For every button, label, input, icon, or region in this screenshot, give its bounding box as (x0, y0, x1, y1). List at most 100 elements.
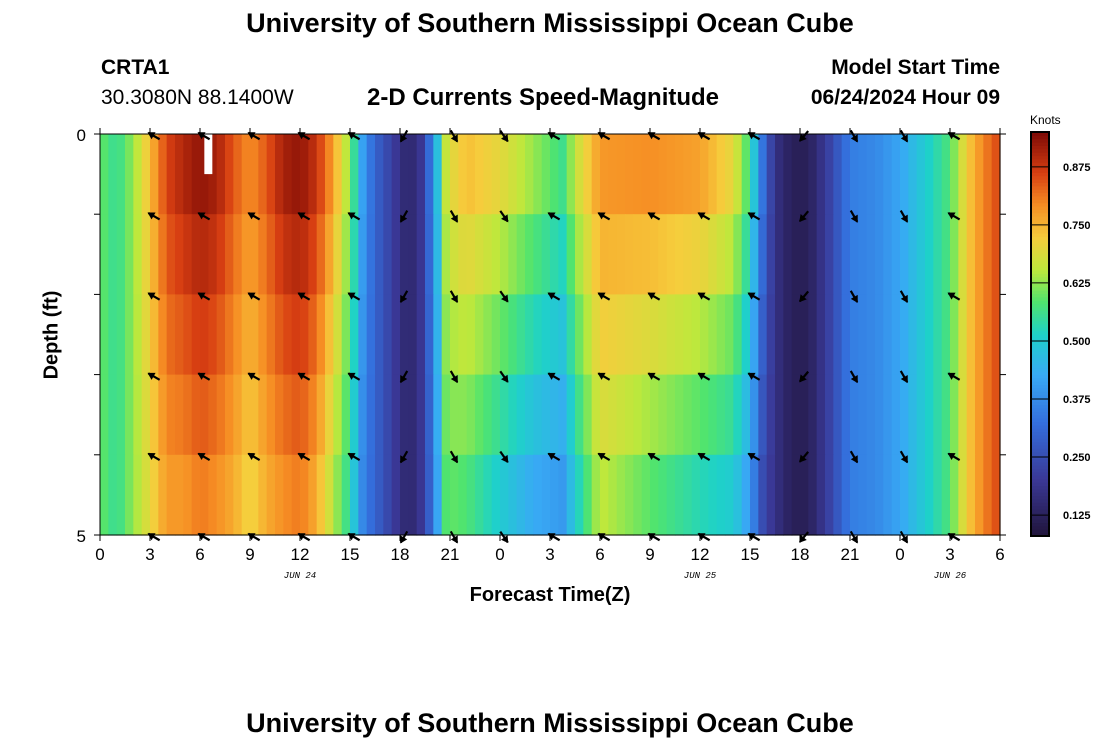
heatmap-cell (558, 214, 568, 295)
heatmap-cell (775, 294, 784, 376)
heatmap-cell (800, 294, 809, 376)
heatmap-cell (966, 454, 976, 536)
heatmap-cell (375, 454, 384, 536)
heatmap-cell (291, 134, 301, 215)
heatmap-cell (841, 454, 851, 536)
heatmap-cell (750, 214, 759, 295)
y-tick-label: 0 (77, 126, 86, 145)
heatmap-cell (200, 214, 209, 295)
current-vector-arrow (597, 452, 611, 462)
colorbar-units-label: Knots (1030, 113, 1061, 127)
current-vector-arrow (347, 211, 361, 221)
heatmap-cell (550, 374, 559, 456)
heatmap-cell (675, 374, 684, 456)
heatmap-cell (633, 374, 643, 456)
current-vector-arrow (947, 532, 961, 542)
heatmap-cell (691, 294, 701, 376)
current-vector-arrow (697, 372, 711, 381)
x-axis-label: Forecast Time(Z) (469, 584, 631, 606)
heatmap-cell (558, 454, 568, 536)
heatmap-cell (900, 214, 909, 295)
heatmap-cell (408, 454, 418, 536)
heatmap-cell (658, 454, 668, 536)
heatmap-cell (158, 454, 168, 536)
heatmap-cell (316, 374, 326, 456)
heatmap-cell (400, 134, 409, 215)
current-vector-arrow (449, 210, 459, 223)
heatmap-cell (841, 374, 851, 456)
heatmap-cell (775, 214, 784, 295)
heatmap-cell (466, 454, 476, 536)
heatmap-cell (233, 374, 243, 456)
heatmap-cell (150, 214, 159, 295)
heatmap-cell (341, 374, 351, 456)
heatmap-cell (325, 454, 334, 536)
heatmap-cell (591, 134, 601, 215)
heatmap-cell (741, 294, 751, 376)
current-vector-arrow (947, 372, 961, 381)
heatmap-cell (475, 374, 484, 456)
x-tick-label: 21 (441, 545, 460, 564)
heatmap-cell (883, 454, 893, 536)
heatmap-cell (758, 374, 768, 456)
current-vector-arrow (798, 451, 810, 463)
heatmap-cell (425, 294, 434, 376)
current-vector-arrow (798, 370, 810, 383)
heatmap-cell (183, 374, 193, 456)
heatmap-cell (883, 374, 893, 456)
x-tick-label: 9 (245, 545, 254, 564)
heatmap-cell (791, 294, 801, 376)
heatmap-cell (150, 294, 159, 376)
heatmap-cell (216, 134, 226, 215)
heatmap-cell (875, 294, 884, 376)
heatmap-cell (975, 214, 984, 295)
heatmap-cell (508, 134, 518, 215)
heatmap-cell (658, 374, 668, 456)
heatmap-cell (891, 454, 901, 536)
heatmap-cell (175, 294, 184, 376)
heatmap-cell (991, 214, 1001, 295)
heatmap-cell (875, 374, 884, 456)
heatmap-cell (283, 134, 293, 215)
current-vector-arrow (399, 210, 409, 223)
heatmap-cell (183, 134, 193, 215)
heatmap-cell (725, 374, 734, 456)
heatmap-cell (600, 454, 609, 536)
current-vector-arrow (347, 452, 361, 462)
current-vector-arrow (247, 292, 261, 301)
heatmap-cell (675, 294, 684, 376)
heatmap-cell (750, 454, 759, 536)
heatmap-cell (358, 294, 368, 376)
heatmap-cell (608, 214, 618, 295)
heatmap-cell (608, 134, 618, 215)
heatmap-cell (125, 214, 134, 295)
heatmap-cell (741, 214, 751, 295)
heatmap-cell (950, 454, 959, 536)
heatmap-cell (958, 374, 968, 456)
heatmap-cell (850, 454, 859, 536)
heatmap-cell (900, 454, 909, 536)
heatmap-cell (466, 134, 476, 215)
heatmap-cell (100, 134, 109, 215)
x-tick-label: 3 (145, 545, 154, 564)
current-vector-arrow (297, 211, 311, 221)
heatmap-cell (158, 134, 168, 215)
heatmap-cell (841, 214, 851, 295)
heatmap-cell (275, 294, 284, 376)
current-vector-arrow (899, 450, 909, 464)
heatmap-cell (666, 134, 676, 215)
heatmap-cell (725, 214, 734, 295)
heatmap-cell (233, 294, 243, 376)
current-vector-arrow (147, 211, 161, 221)
heatmap-cell (666, 454, 676, 536)
heatmap-cell (366, 294, 376, 376)
heatmap-cell (616, 294, 626, 376)
x-tick-label: 12 (291, 545, 310, 564)
heatmap-cell (658, 214, 668, 295)
current-vector-arrow (697, 292, 711, 301)
heatmap-cell (625, 454, 634, 536)
current-vector-arrow (147, 372, 161, 381)
heatmap-cell (483, 294, 493, 376)
current-vector-arrow (899, 129, 909, 143)
heatmap-cell (758, 294, 768, 376)
